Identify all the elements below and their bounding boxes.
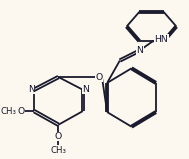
- Text: N: N: [28, 85, 35, 94]
- Text: HN: HN: [154, 35, 168, 44]
- Text: CH₃: CH₃: [0, 107, 16, 116]
- Text: CH₃: CH₃: [50, 145, 67, 155]
- Text: N: N: [137, 46, 143, 55]
- Text: N: N: [82, 85, 89, 94]
- Text: O: O: [55, 132, 62, 141]
- Text: O: O: [18, 107, 25, 116]
- Text: O: O: [96, 73, 103, 82]
